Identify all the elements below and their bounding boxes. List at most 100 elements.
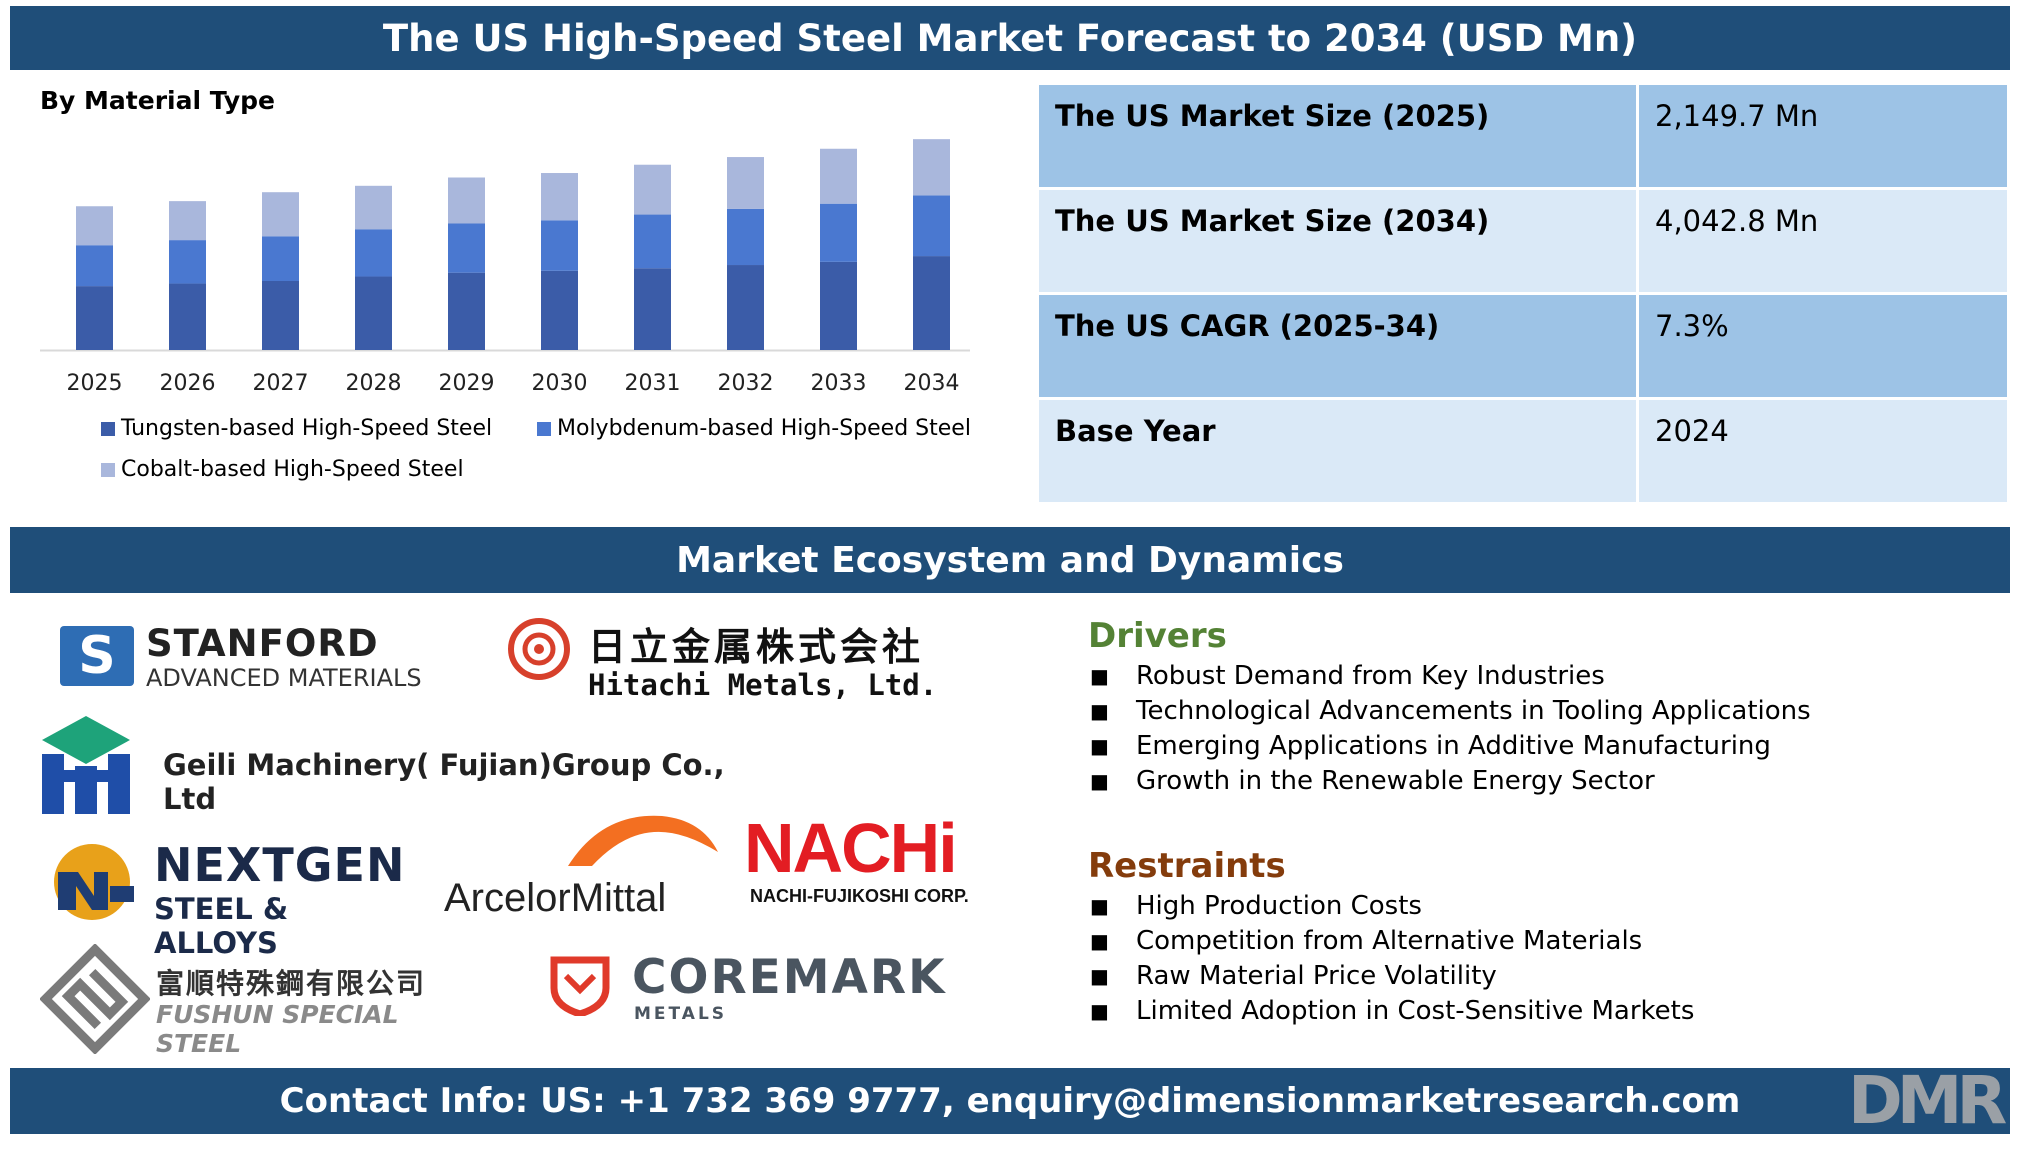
geili-logo: Geili Machinery( Fujian)Group Co., Ltd bbox=[38, 714, 778, 818]
bar-segment-1-2033 bbox=[820, 203, 857, 262]
stats-value: 7.3% bbox=[1636, 292, 2010, 400]
bar-segment-2-2034 bbox=[913, 139, 950, 196]
stats-label: The US Market Size (2025) bbox=[1036, 82, 1639, 190]
nextgen-globe-icon bbox=[54, 844, 134, 920]
stats-row: The US CAGR (2025-34) 7.3% bbox=[1036, 292, 2010, 400]
bar-segment-2-2032 bbox=[727, 157, 764, 209]
bullet-icon: ■ bbox=[1090, 893, 1109, 918]
bar-segment-2-2029 bbox=[448, 177, 485, 224]
bar-segment-0-2034 bbox=[913, 256, 950, 350]
bullet-icon: ■ bbox=[1090, 928, 1109, 953]
legend-swatch-molybdenum bbox=[537, 421, 551, 436]
restraint-text: High Production Costs bbox=[1136, 890, 1422, 921]
stats-value: 4,042.8 Mn bbox=[1636, 187, 2010, 295]
x-tick-label: 2034 bbox=[904, 371, 960, 396]
bullet-icon: ■ bbox=[1090, 768, 1109, 793]
contact-band: Contact Info: US: +1 732 369 9777, enqui… bbox=[10, 1068, 2010, 1134]
restraint-text: Raw Material Price Volatility bbox=[1136, 960, 1497, 991]
bar-segment-1-2028 bbox=[355, 229, 392, 277]
hitachi-name: Hitachi Metals, Ltd. bbox=[588, 668, 938, 702]
x-tick-label: 2033 bbox=[811, 371, 867, 396]
market-stats-table: The US Market Size (2025) 2,149.7 Mn The… bbox=[1036, 82, 2010, 505]
nachi-logo: NACHi NACHI-FUJIKOSHI CORP. bbox=[744, 808, 974, 918]
driver-text: Technological Advancements in Tooling Ap… bbox=[1136, 695, 1811, 726]
driver-text: Emerging Applications in Additive Manufa… bbox=[1136, 730, 1771, 761]
legend-item-molybdenum: Molybdenum-based High-Speed Steel bbox=[537, 416, 971, 441]
nachi-sub: NACHI-FUJIKOSHI CORP. bbox=[750, 886, 969, 906]
hitachi-cjk-name: 日立金属株式会社 bbox=[588, 625, 925, 669]
list-item: ■ High Production Costs bbox=[1090, 888, 1694, 923]
x-tick-label: 2032 bbox=[718, 371, 774, 396]
bar-segment-1-2032 bbox=[727, 208, 764, 266]
stanford-s-icon: S bbox=[60, 626, 134, 686]
bar-segment-1-2026 bbox=[169, 240, 206, 284]
arcelormittal-swoosh-icon bbox=[568, 815, 718, 866]
coremark-logo: COREMARK METALS bbox=[550, 950, 945, 1030]
bar-segment-0-2031 bbox=[634, 268, 671, 350]
nextgen-logo: NEXTGEN STEEL & ALLOYS bbox=[48, 838, 408, 960]
legend-item-cobalt: Cobalt-based High-Speed Steel bbox=[101, 457, 464, 482]
list-item: ■ Limited Adoption in Cost-Sensitive Mark… bbox=[1090, 993, 1694, 1028]
x-tick-label: 2028 bbox=[346, 371, 402, 396]
bar-segment-0-2026 bbox=[169, 283, 206, 350]
fushun-logo: 富順特殊鋼有限公司 FUSHUN SPECIAL STEEL bbox=[40, 944, 440, 1058]
stats-row: The US Market Size (2025) 2,149.7 Mn bbox=[1036, 82, 2010, 190]
list-item: ■ Competition from Alternative Materials bbox=[1090, 923, 1694, 958]
legend-label-molybdenum: Molybdenum-based High-Speed Steel bbox=[557, 416, 971, 441]
bullet-icon: ■ bbox=[1090, 663, 1109, 688]
geili-name: Geili Machinery( Fujian)Group Co., Ltd bbox=[163, 748, 725, 816]
page-title: The US High-Speed Steel Market Forecast … bbox=[382, 16, 1638, 60]
bullet-icon: ■ bbox=[1090, 998, 1109, 1023]
restraints-list: ■ High Production Costs ■ Competition from… bbox=[1090, 888, 1694, 1028]
bar-segment-1-2034 bbox=[913, 195, 950, 257]
nachi-name: NACHi bbox=[744, 809, 958, 887]
legend-swatch-cobalt bbox=[101, 462, 115, 477]
ecosystem-band: Market Ecosystem and Dynamics bbox=[10, 527, 2010, 593]
chart-title: By Material Type bbox=[40, 86, 275, 115]
coremark-sub: METALS bbox=[634, 1004, 728, 1024]
bar-segment-1-2030 bbox=[541, 220, 578, 271]
stanford-sub: ADVANCED MATERIALS bbox=[146, 664, 422, 692]
bar-segment-1-2027 bbox=[262, 236, 299, 281]
driver-text: Robust Demand from Key Industries bbox=[1136, 660, 1605, 691]
bar-segment-2-2033 bbox=[820, 148, 857, 204]
fushun-name: FUSHUN SPECIAL STEEL bbox=[156, 1000, 399, 1058]
stacked-bar-chart: 2025 2026 2027 2028 2029 2030 2031 2032 2033 2034 bbox=[40, 139, 970, 396]
bar-segment-2-2031 bbox=[634, 164, 671, 215]
bar-segment-0-2027 bbox=[262, 281, 299, 350]
x-tick-label: 2027 bbox=[253, 371, 309, 396]
legend-label-tungsten: Tungsten-based High-Speed Steel bbox=[121, 416, 493, 441]
bar-segment-2-2026 bbox=[169, 201, 206, 241]
bullet-icon: ■ bbox=[1090, 963, 1109, 988]
coremark-name: COREMARK bbox=[632, 950, 947, 1005]
drivers-heading: Drivers bbox=[1088, 616, 1227, 656]
bar-segment-1-2031 bbox=[634, 214, 671, 269]
x-tick-label: 2030 bbox=[532, 371, 588, 396]
bar-segment-0-2033 bbox=[820, 261, 857, 350]
stats-value: 2,149.7 Mn bbox=[1636, 82, 2010, 190]
stats-label: The US CAGR (2025-34) bbox=[1036, 292, 1639, 400]
restraints-heading: Restraints bbox=[1088, 846, 1286, 886]
list-item: ■ Emerging Applications in Additive Manuf… bbox=[1090, 728, 1811, 763]
hitachi-logo: 日立金属株式会社 Hitachi Metals, Ltd. bbox=[508, 616, 968, 706]
stanford-name: STANFORD bbox=[146, 622, 379, 665]
bullet-icon: ■ bbox=[1090, 733, 1109, 758]
nextgen-name: NEXTGEN bbox=[154, 838, 406, 892]
bar-segment-0-2032 bbox=[727, 265, 764, 350]
stats-label: Base Year bbox=[1036, 397, 1639, 505]
bar-segment-0-2030 bbox=[541, 270, 578, 350]
arcelormittal-logo: ArcelorMittal bbox=[444, 806, 718, 926]
legend-swatch-tungsten bbox=[101, 421, 115, 436]
ecosystem-title: Market Ecosystem and Dynamics bbox=[676, 539, 1344, 581]
geili-emblem-icon bbox=[42, 716, 130, 814]
x-tick-label: 2026 bbox=[160, 371, 216, 396]
stats-row: Base Year 2024 bbox=[1036, 397, 2010, 505]
bar-segment-0-2028 bbox=[355, 276, 392, 350]
restraint-text: Limited Adoption in Cost-Sensitive Marke… bbox=[1136, 995, 1695, 1026]
list-item: ■ Technological Advancements in Tooling A… bbox=[1090, 693, 1811, 728]
stanford-logo: S STANFORD ADVANCED MATERIALS bbox=[58, 622, 438, 692]
contact-info: Contact Info: US: +1 732 369 9777, enqui… bbox=[279, 1081, 1741, 1121]
x-tick-label: 2025 bbox=[67, 371, 123, 396]
bar-segment-1-2025 bbox=[76, 245, 113, 287]
restraint-text: Competition from Alternative Materials bbox=[1136, 925, 1643, 956]
